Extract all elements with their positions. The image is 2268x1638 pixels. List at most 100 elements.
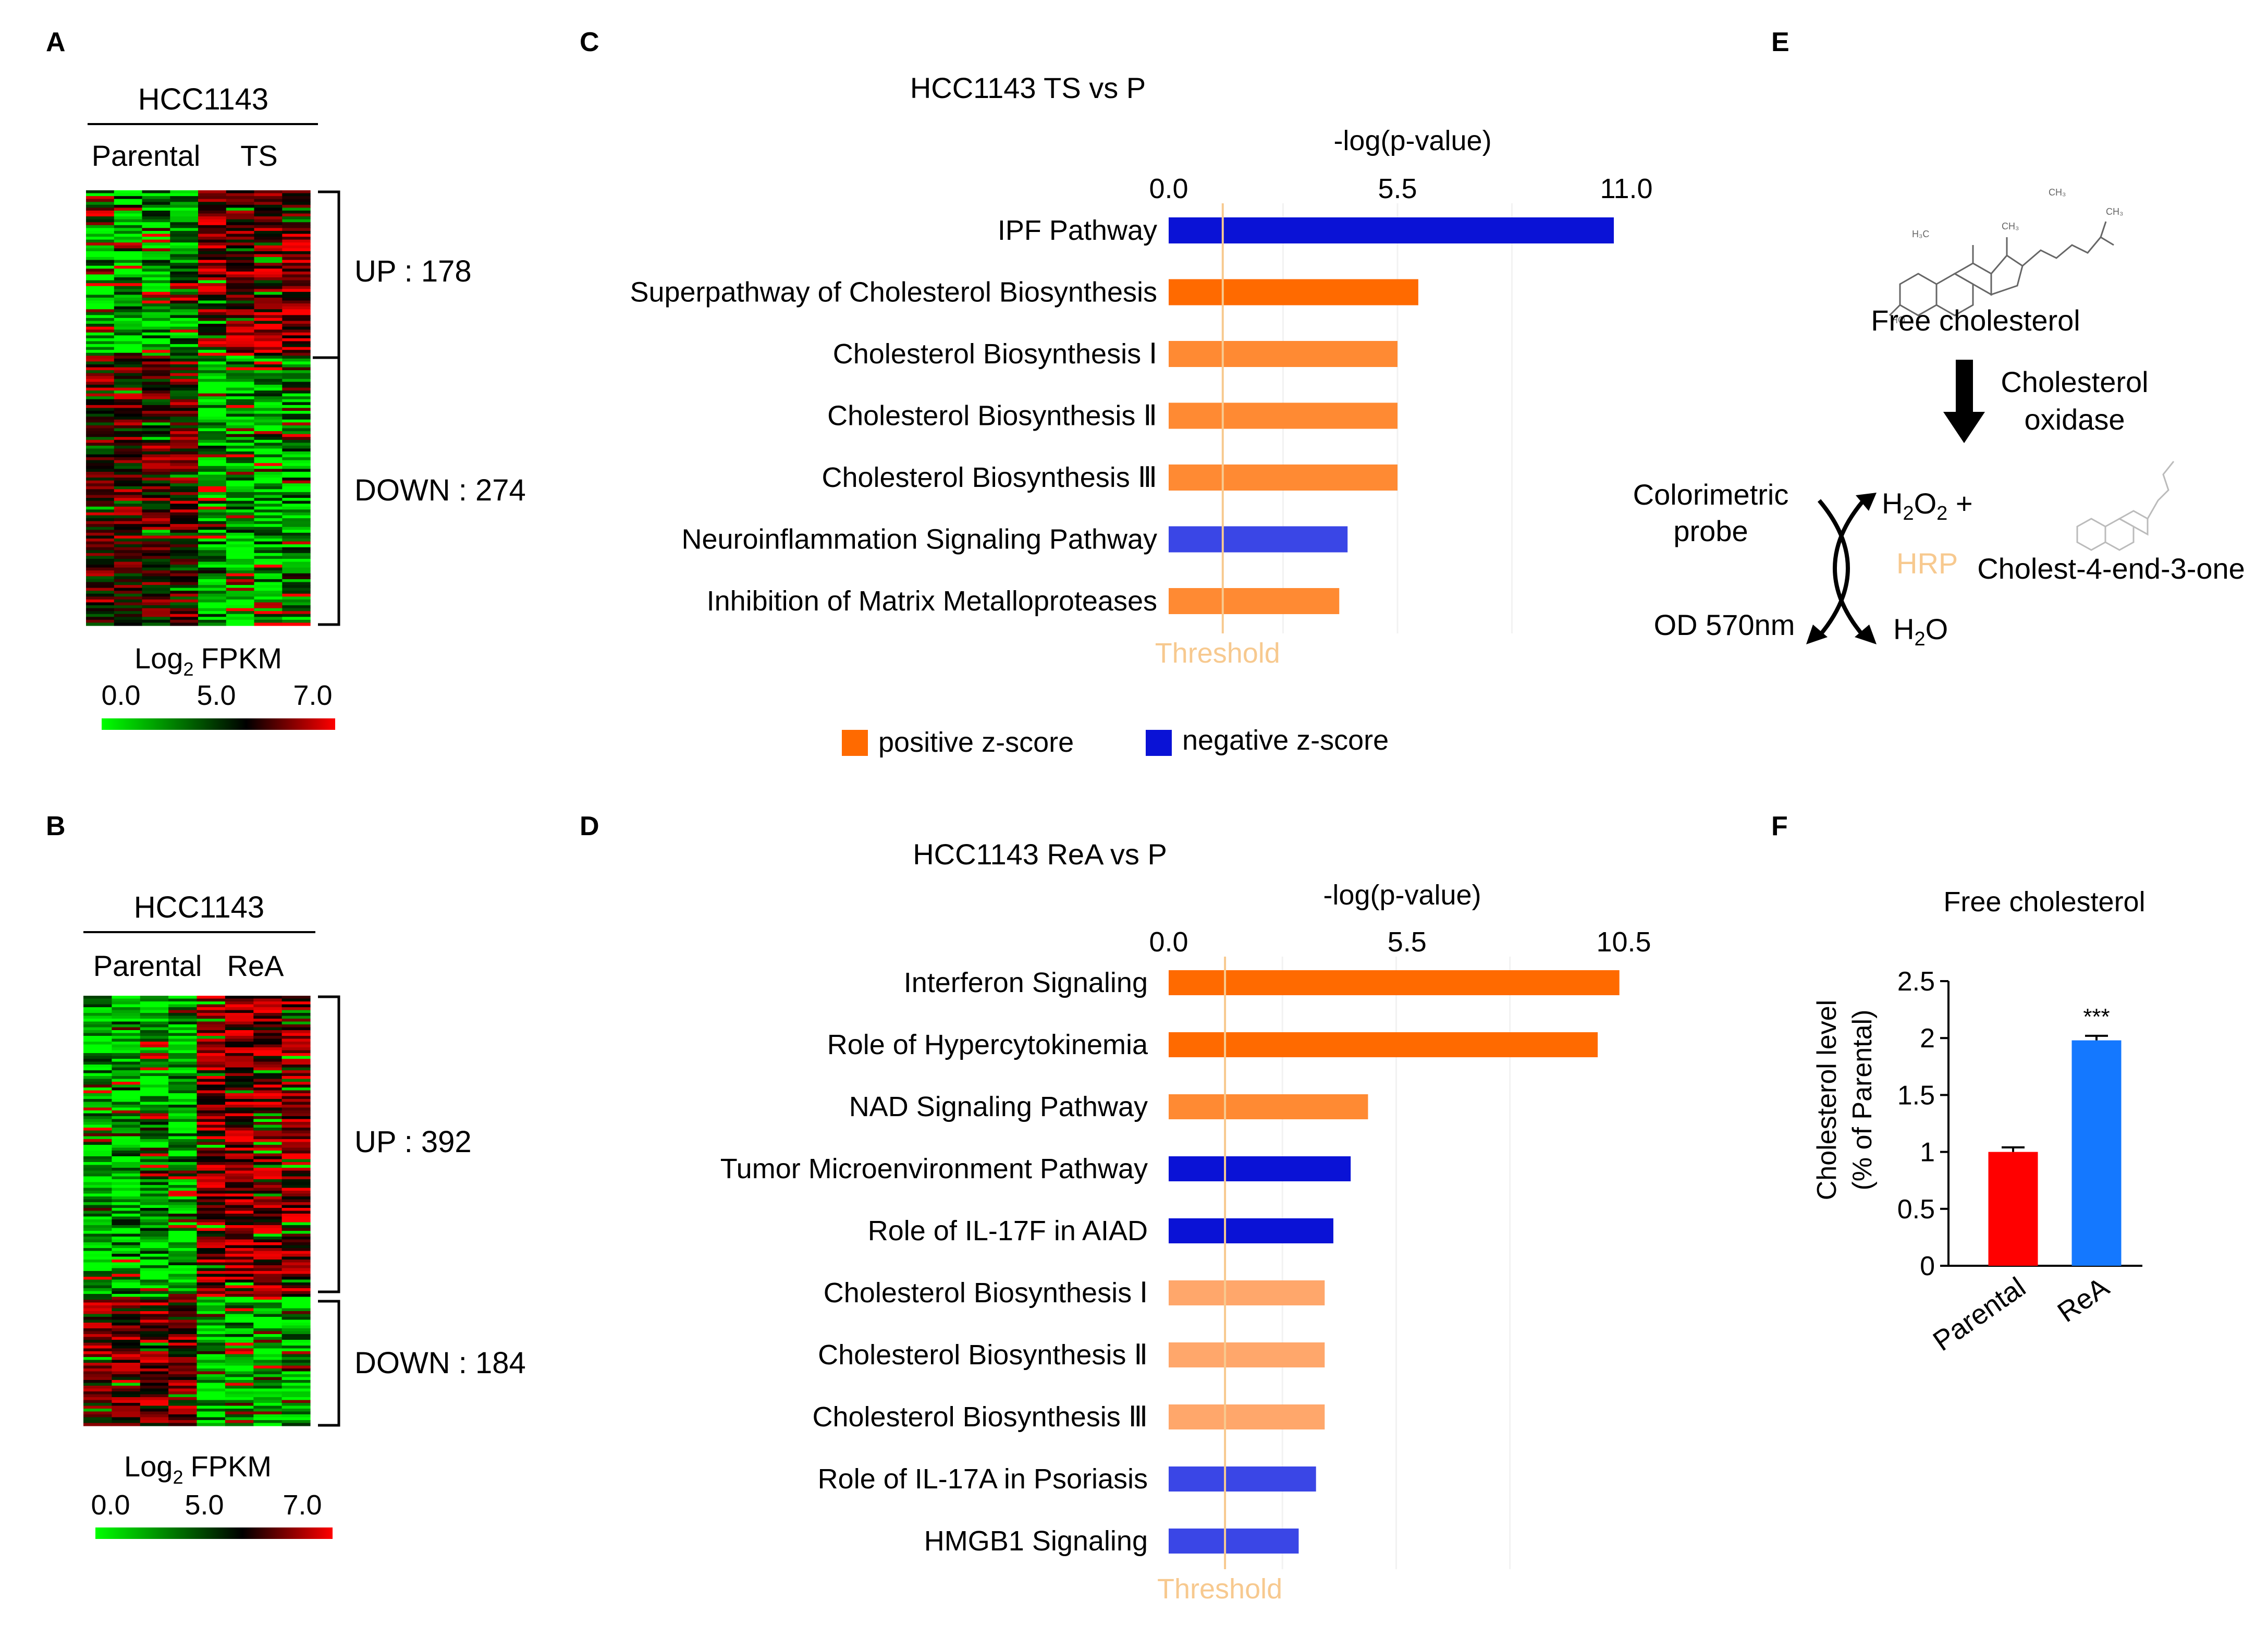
heatmap-cell bbox=[140, 1348, 169, 1352]
heatmap-cell bbox=[225, 1357, 254, 1361]
heatmap-cell bbox=[168, 1423, 198, 1426]
heatmap-cell bbox=[112, 1386, 141, 1389]
heatmap-cell bbox=[225, 1282, 254, 1286]
heatmap-cell bbox=[225, 1093, 254, 1097]
heatmap-cell bbox=[114, 254, 143, 258]
heatmap-cell bbox=[168, 1340, 198, 1343]
heatmap-cell bbox=[168, 1391, 198, 1395]
heatmap-cell bbox=[142, 338, 170, 342]
heatmap-cell bbox=[254, 204, 283, 208]
heatmap-cell bbox=[112, 1185, 141, 1189]
heatmap-cell bbox=[83, 1423, 112, 1426]
heatmap-cell bbox=[225, 1153, 254, 1157]
heatmap-cell bbox=[197, 1082, 226, 1085]
heatmap-cell bbox=[225, 1030, 254, 1034]
heatmap-cell bbox=[168, 1170, 198, 1174]
heatmap-cell bbox=[197, 1317, 226, 1321]
panel-d-letter: D bbox=[580, 811, 599, 841]
heatmap-cell bbox=[168, 1216, 198, 1220]
heatmap-cell bbox=[198, 619, 227, 624]
heatmap-cell bbox=[86, 561, 115, 565]
heatmap-cell bbox=[281, 1251, 311, 1254]
heatmap-cell bbox=[282, 518, 311, 522]
heatmap-cell bbox=[225, 1162, 254, 1166]
heatmap-cell bbox=[142, 550, 170, 554]
heatmap-cell bbox=[254, 512, 283, 516]
heatmap-cell bbox=[114, 390, 143, 394]
heatmap-cell bbox=[168, 1305, 198, 1309]
heatmap-cell bbox=[142, 312, 170, 315]
heatmap-cell bbox=[225, 1165, 254, 1168]
heatmap-cell bbox=[114, 599, 143, 603]
heatmap-cell bbox=[198, 599, 227, 603]
heatmap-cell bbox=[140, 1228, 169, 1231]
heatmap-cell bbox=[197, 1191, 226, 1194]
heatmap-cell bbox=[168, 1151, 198, 1154]
heatmap-cell bbox=[86, 291, 115, 295]
heatmap-cell bbox=[254, 544, 283, 548]
heatmap-cell bbox=[226, 506, 255, 510]
heatmap-cell bbox=[168, 1363, 198, 1366]
heatmap-cell bbox=[281, 1219, 311, 1223]
heatmap-cell bbox=[225, 1170, 254, 1174]
panel-e-letter: E bbox=[1771, 27, 1789, 57]
heatmap-cell bbox=[254, 492, 283, 496]
heatmap-cell bbox=[254, 506, 283, 510]
heatmap-cell bbox=[282, 576, 311, 580]
heatmap-cell bbox=[254, 326, 283, 330]
heatmap-cell bbox=[225, 1397, 254, 1401]
heatmap-cell bbox=[226, 405, 255, 409]
heatmap-cell bbox=[170, 370, 199, 374]
heatmap-cell bbox=[281, 1079, 311, 1082]
heatmap-cell bbox=[170, 535, 199, 539]
heatmap-cell bbox=[168, 1386, 198, 1389]
heatmap-cell bbox=[142, 541, 170, 545]
heatmap-cell bbox=[253, 1021, 283, 1025]
heatmap-cell bbox=[198, 286, 227, 289]
heatmap-cell bbox=[253, 1099, 283, 1103]
heatmap-cell bbox=[170, 448, 199, 452]
heatmap-cell bbox=[226, 498, 255, 502]
heatmap-cell bbox=[170, 439, 199, 443]
heatmap-cell bbox=[282, 347, 311, 350]
heatmap-cell bbox=[83, 1380, 112, 1384]
heatmap-cell bbox=[86, 521, 115, 524]
heatmap-cell bbox=[114, 265, 143, 269]
heatmap-cell bbox=[281, 1191, 311, 1194]
heatmap-cell bbox=[226, 617, 255, 620]
heatmap-cell bbox=[114, 471, 143, 475]
heatmap-cell bbox=[142, 544, 170, 548]
heatmap-cell bbox=[225, 1004, 254, 1008]
heatmap-cell bbox=[254, 596, 283, 600]
heatmap-cell bbox=[142, 378, 170, 382]
heatmap-cell bbox=[254, 245, 283, 249]
heatmap-cell bbox=[112, 1279, 141, 1283]
heatmap-cell bbox=[225, 1297, 254, 1300]
heatmap-cell bbox=[197, 1357, 226, 1361]
heatmap-cell bbox=[140, 1053, 169, 1057]
heatmap-cell bbox=[83, 1053, 112, 1057]
heatmap-cell bbox=[168, 1019, 198, 1022]
heatmap-cell bbox=[170, 245, 199, 249]
heatmap-cell bbox=[83, 1260, 112, 1263]
heatmap-cell bbox=[225, 1107, 254, 1111]
heatmap-cell bbox=[140, 1262, 169, 1266]
heatmap-cell bbox=[253, 1233, 283, 1237]
heatmap-cell bbox=[112, 1145, 141, 1148]
heatmap-cell bbox=[83, 1346, 112, 1349]
heatmap-cell bbox=[226, 303, 255, 307]
heatmap-cell bbox=[86, 207, 115, 211]
heatmap-cell bbox=[86, 370, 115, 374]
heatmap-cell bbox=[198, 324, 227, 327]
heatmap-cell bbox=[198, 480, 227, 484]
heatmap-cell bbox=[86, 518, 115, 522]
heatmap-cell bbox=[114, 228, 143, 231]
heatmap-cell bbox=[253, 1076, 283, 1080]
heatmap-cell bbox=[142, 500, 170, 504]
heatmap-cell bbox=[168, 1351, 198, 1355]
heatmap-cell bbox=[197, 1162, 226, 1166]
heatmap-cell bbox=[226, 338, 255, 342]
heatmap-cell bbox=[114, 524, 143, 528]
heatmap-cell bbox=[170, 280, 199, 284]
panel-b-scale-tick-2: 7.0 bbox=[283, 1489, 322, 1521]
